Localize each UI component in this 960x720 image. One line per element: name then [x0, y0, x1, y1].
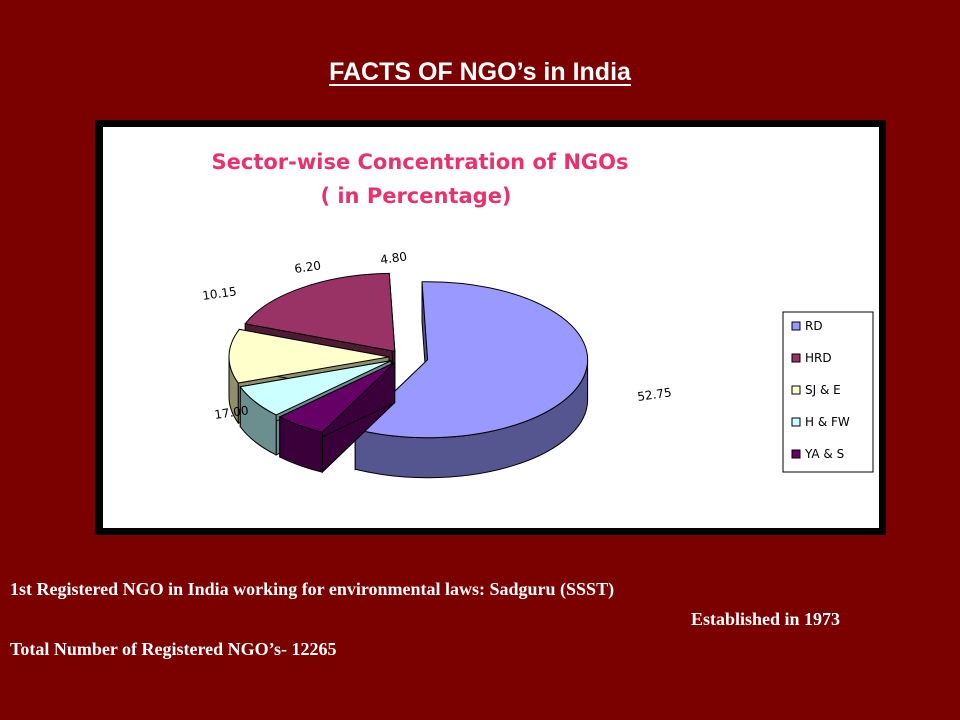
data-label-hrd: 17.00: [213, 403, 249, 422]
legend: RD HRD SJ & E H & FW YA & S: [782, 311, 874, 473]
legend-item: H & FW: [805, 415, 850, 429]
legend-item: RD: [805, 319, 823, 333]
pie-chart: Sector-wise Concentration of NGOs ( in P…: [201, 150, 874, 479]
chart-title: Sector-wise Concentration of NGOs: [212, 150, 629, 174]
legend-swatch: [791, 321, 801, 331]
chart-area: Sector-wise Concentration of NGOs ( in P…: [103, 127, 879, 528]
legend-swatch: [791, 449, 801, 459]
data-label-sj-e: 10.15: [201, 284, 237, 303]
slide-title-text: FACTS OF NGO’s in India: [329, 58, 631, 86]
legend-swatch: [791, 385, 801, 395]
data-labels: 52.75 4.80 6.20 10.15 17.00: [201, 249, 672, 422]
first-ngo-fact: 1st Registered NGO in India working for …: [10, 579, 615, 599]
data-label-h-fw: 6.20: [293, 258, 321, 276]
chart-subtitle: ( in Percentage): [320, 184, 511, 208]
slide-title: FACTS OF NGO’s in India: [0, 58, 960, 87]
legend-item: HRD: [805, 351, 832, 365]
total-ngo-fact: Total Number of Registered NGO’s- 12265: [10, 639, 337, 659]
data-label-ya-s: 4.80: [379, 249, 407, 267]
pie-slice-ya-s: [278, 361, 396, 474]
legend-swatch: [791, 417, 801, 427]
pie-slice-rd: [354, 281, 589, 479]
legend-swatch: [791, 353, 801, 363]
chart-frame: Sector-wise Concentration of NGOs ( in P…: [95, 120, 886, 535]
legend-item: YA & S: [804, 447, 844, 461]
pie-slices: [228, 272, 589, 479]
data-label-rd: 52.75: [636, 385, 672, 404]
established-fact: Established in 1973: [691, 609, 841, 629]
legend-item: SJ & E: [805, 383, 841, 397]
